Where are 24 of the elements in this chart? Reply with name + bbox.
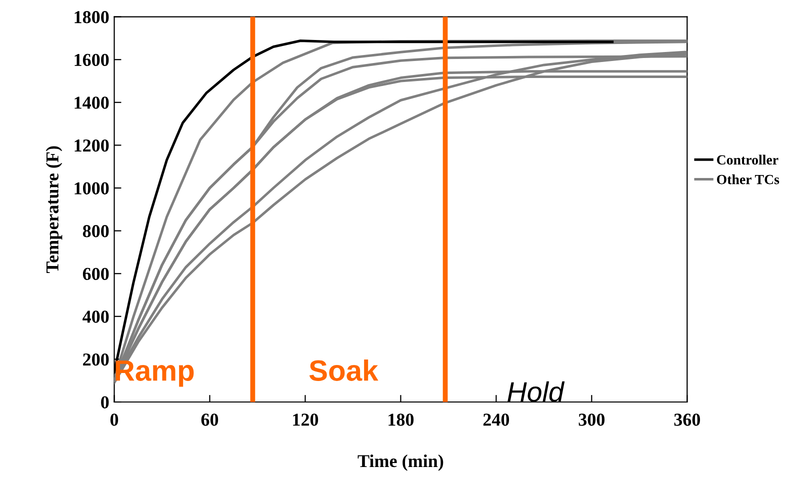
annotation: Soak (309, 360, 378, 381)
x-tick-label: 360 (674, 414, 700, 426)
y-tick-label: 0 (101, 396, 109, 408)
x-tick-label: 300 (578, 414, 605, 426)
y-tick-label: 1400 (74, 96, 109, 109)
x-tick-label: 180 (388, 414, 414, 426)
y-tick-label: 1000 (74, 182, 109, 194)
legend-label: Other TCs (716, 174, 780, 184)
x-tick-label: 240 (483, 414, 510, 426)
y-tick-label: 400 (82, 310, 109, 323)
y-tick-label: 200 (83, 353, 109, 366)
annotation: Hold (508, 381, 565, 402)
y-tick-label: 800 (82, 225, 109, 238)
legend-label: Controller (716, 154, 778, 165)
y-tick-label: 600 (82, 268, 109, 280)
y-axis-title: Temperature (F) (46, 146, 62, 274)
y-tick-label: 1800 (74, 11, 109, 24)
y-tick-label: 1600 (74, 54, 109, 66)
x-tick-label: 0 (110, 414, 118, 426)
x-axis-title: Time (min) (358, 454, 444, 471)
x-tick-label: 120 (293, 414, 318, 426)
y-tick-label: 1200 (74, 139, 109, 152)
x-tick-label: 60 (201, 414, 218, 426)
annotation: Ramp (116, 360, 194, 387)
